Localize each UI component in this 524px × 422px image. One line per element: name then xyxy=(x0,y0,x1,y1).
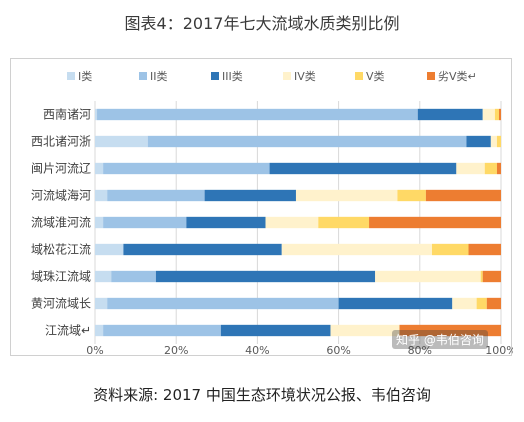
bar-segment xyxy=(204,189,296,202)
bar-segment xyxy=(496,135,501,148)
bar-segment xyxy=(269,162,457,175)
bar-segment xyxy=(95,324,104,337)
bar-segment xyxy=(490,135,497,148)
category-label: 域珠江流域 xyxy=(31,270,91,284)
legend-label: IV类 xyxy=(294,69,316,83)
bar-segment xyxy=(468,243,501,256)
bar-segment xyxy=(265,216,319,229)
legend-label: III类 xyxy=(222,69,243,83)
x-tick-label: 40% xyxy=(245,344,269,357)
bar-segment xyxy=(431,243,469,256)
bar-segment xyxy=(338,297,453,310)
legend-swatch xyxy=(283,72,291,80)
category-label: 河流域海河 xyxy=(31,188,91,203)
bar-segment xyxy=(399,324,501,337)
bar-segment xyxy=(107,297,339,310)
bar-segment xyxy=(397,189,426,202)
bar-segment xyxy=(498,108,501,121)
bar-segment xyxy=(186,216,266,229)
stacked-bar-chart: 0% 20% 40% 60% 80% 100% I类 II类 III类 IV类 V类 劣V类↵ 西南诸河… xyxy=(31,69,513,357)
bar-segment xyxy=(417,108,483,121)
bar-segment xyxy=(466,135,491,148)
legend-swatch xyxy=(355,72,363,80)
bar-segment xyxy=(147,135,467,148)
bar-segment xyxy=(425,189,501,202)
legend-swatch xyxy=(427,72,435,80)
bar-segment xyxy=(220,324,331,337)
x-tick-label: 60% xyxy=(326,344,350,357)
bar-segment xyxy=(95,297,108,310)
bar-segment xyxy=(95,216,104,229)
bar-segment xyxy=(95,243,124,256)
bar-segment xyxy=(369,216,501,229)
bar-segment xyxy=(330,324,400,337)
bar-segment xyxy=(484,162,497,175)
bar-segment xyxy=(95,108,98,121)
legend-swatch xyxy=(139,72,147,80)
bar-segment xyxy=(480,270,483,283)
category-label: 闽片河流辽 xyxy=(31,162,91,176)
x-tick-label: 100% xyxy=(485,344,513,357)
bar-segment xyxy=(111,270,156,283)
category-label: 黄河流域长 xyxy=(31,297,91,311)
bar-segment xyxy=(494,108,499,121)
category-label: 流域淮河流 xyxy=(31,216,91,230)
legend-swatch xyxy=(211,72,219,80)
x-tick-label: 20% xyxy=(164,344,188,357)
bar-segment xyxy=(476,297,487,310)
category-label: 西南诸河 xyxy=(43,107,91,122)
x-tick-label: 80% xyxy=(408,344,432,357)
bar-segment xyxy=(318,216,370,229)
legend-label: II类 xyxy=(150,69,168,83)
legend-label: I类 xyxy=(78,69,92,83)
bar-segment xyxy=(452,297,477,310)
bar-segment xyxy=(95,189,108,202)
bar-segment xyxy=(97,108,418,121)
legend-label: 劣V类↵ xyxy=(438,69,477,83)
bar-segment xyxy=(456,162,485,175)
bar-segment xyxy=(103,324,221,337)
source-note: 资料来源: 2017 中国生态环境状况公报、韦伯咨询 xyxy=(93,386,431,404)
bar-segment xyxy=(123,243,282,256)
bar-segment xyxy=(95,135,148,148)
bar-segment xyxy=(375,270,481,283)
bar-segment xyxy=(103,162,270,175)
bar-segment xyxy=(95,270,112,283)
category-label: 西北诸河浙 xyxy=(31,135,91,149)
bar-segment xyxy=(155,270,376,283)
bar-segment xyxy=(496,162,501,175)
x-tick-label: 0% xyxy=(86,344,103,357)
bar-segment xyxy=(281,243,432,256)
legend-label: V类 xyxy=(366,69,385,83)
bar-segment xyxy=(103,216,187,229)
bar-segment xyxy=(295,189,398,202)
category-label: 江流域↵ xyxy=(45,324,91,338)
bar-segment xyxy=(482,270,501,283)
category-label: 域松花江流 xyxy=(31,242,91,257)
bar-segment xyxy=(482,108,495,121)
bar-segment xyxy=(107,189,205,202)
bar-segment xyxy=(95,162,104,175)
watermark: 知乎 @韦伯咨询 xyxy=(392,330,488,349)
bar-segment xyxy=(486,297,501,310)
chart-frame: 0% 20% 40% 60% 80% 100% I类 II类 III类 IV类 V类 劣V类↵ 西南诸河… xyxy=(10,58,513,357)
chart-title: 图表4：2017年七大流域水质类别比例 xyxy=(124,14,400,33)
legend-swatch xyxy=(67,72,75,80)
